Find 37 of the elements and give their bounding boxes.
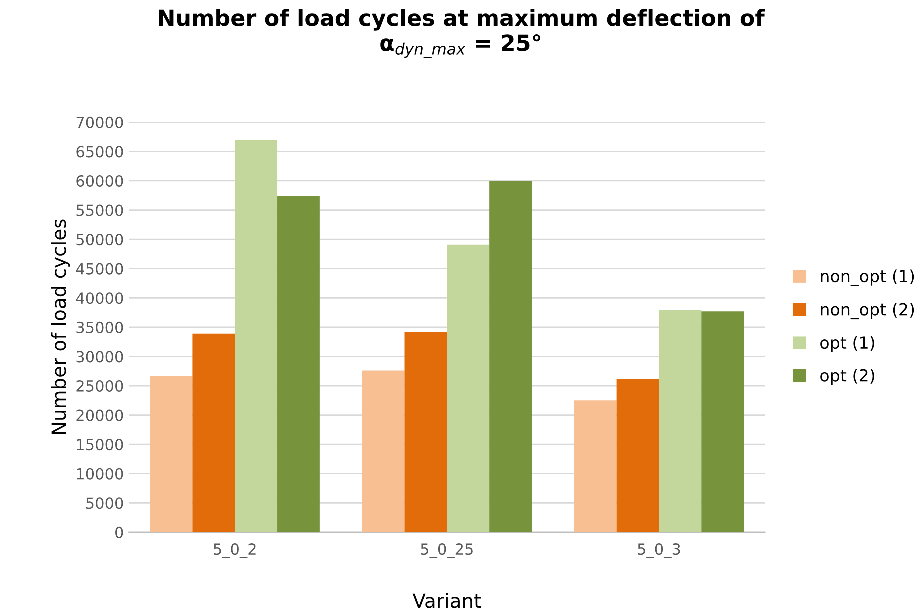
y-tick-label: 15000: [77, 439, 124, 451]
x-tick-label: 5_0_25: [421, 544, 473, 558]
legend-label: non_opt (2): [821, 302, 914, 320]
legend-label: opt (1): [820, 336, 874, 352]
bar: [490, 180, 532, 532]
bar: [235, 140, 278, 532]
y-tick-label: 35000: [76, 322, 124, 334]
y-tick-label: 55000: [76, 204, 124, 216]
bar: [574, 400, 617, 532]
bar: [150, 376, 193, 532]
y-tick-label: 65000: [76, 146, 124, 158]
x-tick-label: 5_0_3: [638, 544, 680, 558]
bar: [616, 378, 660, 532]
bar: [659, 310, 702, 532]
y-tick-label: 25000: [76, 380, 124, 392]
bar: [362, 370, 405, 532]
bar: [447, 244, 490, 532]
bar: [192, 334, 236, 532]
x-tick-label: 5_0_2: [214, 544, 256, 558]
bar: [404, 332, 448, 532]
bar: [278, 196, 320, 532]
y-tick-label: 0: [116, 526, 124, 538]
y-tick-label: 10000: [77, 468, 124, 480]
y-axis-title: Number of load cycles: [51, 220, 70, 434]
y-tick-label: 40000: [76, 292, 124, 304]
legend-label: non_opt (1): [821, 270, 914, 286]
y-tick-label: 70000: [76, 116, 124, 128]
legend-label: opt (2): [820, 369, 874, 386]
y-tick-label: 20000: [76, 410, 124, 422]
y-tick-label: 50000: [76, 234, 124, 246]
x-axis-title: Variant: [412, 593, 482, 608]
chart-title: Number of load cycles at maximum deflection of α$_{dyn_max}$ = 25°: [159, 9, 766, 58]
y-tick-label: 5000: [86, 498, 124, 510]
y-tick-label: 45000: [76, 263, 124, 275]
y-tick-label: 60000: [76, 175, 124, 187]
bar: [702, 312, 744, 532]
y-tick-label: 30000: [76, 351, 124, 363]
